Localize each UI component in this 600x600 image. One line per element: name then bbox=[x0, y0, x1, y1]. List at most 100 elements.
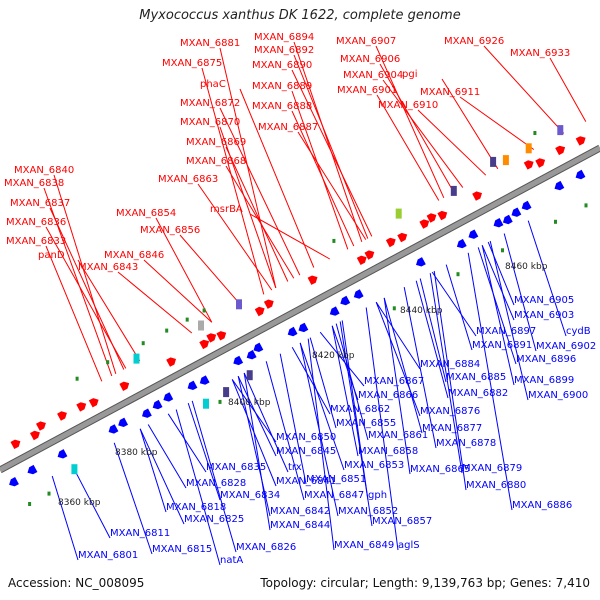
reverse-gene-label[interactable]: MXAN_6862 bbox=[330, 404, 390, 415]
reverse-gene-label[interactable]: MXAN_6826 bbox=[236, 542, 296, 553]
callout-line bbox=[429, 273, 463, 474]
reverse-gene-label[interactable]: MXAN_6841 bbox=[276, 476, 336, 487]
callout-line bbox=[225, 146, 289, 282]
reverse-gene-label[interactable]: MXAN_6861 bbox=[368, 430, 428, 441]
reverse-gene-label[interactable]: MXAN_6900 bbox=[528, 390, 588, 401]
reverse-gene-arrow bbox=[353, 289, 364, 299]
reverse-gene-label[interactable]: MXAN_6878 bbox=[436, 438, 496, 449]
reverse-gene-label[interactable]: gph bbox=[368, 490, 387, 501]
forward-gene-label[interactable]: MXAN_6838 bbox=[4, 178, 64, 189]
reverse-gene-label[interactable]: MXAN_6801 bbox=[78, 550, 138, 561]
reverse-gene-label[interactable]: MXAN_6851 bbox=[306, 474, 366, 485]
reverse-gene-label[interactable]: MXAN_6891 bbox=[472, 340, 532, 351]
reverse-gene-label[interactable]: MXAN_6880 bbox=[466, 480, 526, 491]
reverse-gene-label[interactable]: MXAN_6842 bbox=[270, 506, 330, 517]
forward-gene-label[interactable]: MXAN_6881 bbox=[180, 38, 240, 49]
reverse-gene-label[interactable]: MXAN_6815 bbox=[152, 544, 212, 555]
forward-gene-label[interactable]: panD bbox=[38, 250, 65, 261]
reverse-gene-label[interactable]: MXAN_6905 bbox=[514, 295, 574, 306]
reverse-gene-label[interactable]: MXAN_6828 bbox=[186, 478, 246, 489]
forward-gene-label[interactable]: MXAN_6843 bbox=[78, 262, 138, 273]
reverse-gene-label[interactable]: MXAN_6811 bbox=[110, 528, 170, 539]
reverse-gene-label[interactable]: aglS bbox=[398, 540, 420, 551]
reverse-gene-label[interactable]: natA bbox=[220, 555, 243, 566]
callout-line bbox=[201, 67, 265, 295]
reverse-gene-label[interactable]: trx bbox=[288, 462, 302, 473]
reverse-gene-label[interactable]: MXAN_6903 bbox=[514, 310, 574, 321]
rna-tick bbox=[554, 219, 557, 224]
forward-gene-label[interactable]: MXAN_6892 bbox=[254, 45, 314, 56]
reverse-gene-label[interactable]: MXAN_6825 bbox=[184, 514, 244, 525]
forward-gene-label[interactable]: MXAN_6854 bbox=[116, 208, 176, 219]
reverse-gene-label[interactable]: MXAN_6896 bbox=[516, 354, 576, 365]
forward-gene-label[interactable]: MXAN_6840 bbox=[14, 165, 74, 176]
reverse-gene-label[interactable]: MXAN_6902 bbox=[536, 341, 596, 352]
reverse-gene-label[interactable]: MXAN_6879 bbox=[462, 463, 522, 474]
reverse-gene-arrow bbox=[416, 257, 426, 267]
forward-gene-label[interactable]: MXAN_6933 bbox=[510, 48, 570, 59]
forward-gene-label[interactable]: msrBA bbox=[210, 204, 243, 215]
reverse-gene-label[interactable]: MXAN_6857 bbox=[372, 516, 432, 527]
forward-gene-arrow bbox=[119, 381, 130, 391]
forward-gene-label[interactable]: MXAN_6870 bbox=[180, 117, 240, 128]
reverse-gene-label[interactable]: MXAN_6865 bbox=[410, 464, 470, 475]
reverse-gene-label[interactable]: MXAN_6886 bbox=[512, 500, 572, 511]
forward-gene-label[interactable]: MXAN_6887 bbox=[258, 122, 318, 133]
forward-gene-label[interactable]: MXAN_6836 bbox=[6, 217, 66, 228]
forward-gene-label[interactable]: MXAN_6875 bbox=[162, 58, 222, 69]
forward-gene-label[interactable]: pgi bbox=[402, 69, 417, 80]
forward-gene-label[interactable]: MXAN_6901 bbox=[337, 85, 397, 96]
forward-gene-label[interactable]: MXAN_6907 bbox=[336, 36, 396, 47]
forward-gene-label[interactable]: MXAN_6911 bbox=[420, 87, 480, 98]
forward-gene-arrow bbox=[254, 306, 265, 317]
reverse-gene-label[interactable]: MXAN_6849 bbox=[334, 540, 394, 551]
forward-gene-label[interactable]: MXAN_6890 bbox=[252, 60, 312, 71]
reverse-gene-label[interactable]: MXAN_6877 bbox=[422, 423, 482, 434]
scale-label: 8420 kbp bbox=[312, 351, 355, 361]
reverse-gene-arrow bbox=[152, 399, 163, 410]
rna-tick bbox=[75, 376, 79, 381]
reverse-gene-label[interactable]: MXAN_6867 bbox=[364, 376, 424, 387]
reverse-gene-arrow bbox=[456, 238, 467, 249]
reverse-gene-label[interactable]: MXAN_6855 bbox=[336, 418, 396, 429]
reverse-gene-label[interactable]: MXAN_6858 bbox=[358, 446, 418, 457]
forward-gene-arrow bbox=[523, 160, 534, 170]
reverse-gene-label[interactable]: MXAN_6853 bbox=[344, 460, 404, 471]
reverse-gene-arrow bbox=[199, 375, 210, 385]
forward-gene-label[interactable]: MXAN_6910 bbox=[378, 100, 438, 111]
forward-gene-label[interactable]: MXAN_6889 bbox=[252, 81, 312, 92]
reverse-gene-label[interactable]: cydB bbox=[566, 326, 591, 337]
reverse-gene-label[interactable]: MXAN_6876 bbox=[420, 406, 480, 417]
forward-gene-label[interactable]: MXAN_6846 bbox=[104, 250, 164, 261]
reverse-gene-label[interactable]: MXAN_6834 bbox=[220, 490, 280, 501]
forward-gene-label[interactable]: MXAN_6872 bbox=[180, 98, 240, 109]
reverse-gene-label[interactable]: MXAN_6850 bbox=[276, 432, 336, 443]
forward-gene-label[interactable]: MXAN_6869 bbox=[186, 137, 246, 148]
forward-gene-label[interactable]: MXAN_6906 bbox=[340, 54, 400, 65]
callout-line bbox=[249, 213, 331, 260]
forward-gene-label[interactable]: MXAN_6926 bbox=[444, 36, 504, 47]
forward-gene-label[interactable]: MXAN_6894 bbox=[254, 32, 314, 43]
reverse-gene-arrow bbox=[9, 477, 19, 487]
forward-gene-label[interactable]: MXAN_6888 bbox=[252, 101, 312, 112]
forward-gene-label[interactable]: MXAN_6904 bbox=[343, 70, 403, 81]
reverse-gene-arrow bbox=[142, 408, 152, 418]
reverse-gene-label[interactable]: MXAN_6818 bbox=[166, 502, 226, 513]
reverse-gene-label[interactable]: MXAN_6845 bbox=[276, 446, 336, 457]
forward-gene-label[interactable]: MXAN_6833 bbox=[6, 236, 66, 247]
reverse-gene-label[interactable]: MXAN_6835 bbox=[206, 462, 266, 473]
reverse-gene-label[interactable]: MXAN_6852 bbox=[338, 506, 398, 517]
reverse-gene-label[interactable]: MXAN_6899 bbox=[514, 375, 574, 386]
forward-gene-label[interactable]: MXAN_6868 bbox=[186, 156, 246, 167]
forward-gene-label[interactable]: MXAN_6837 bbox=[10, 198, 70, 209]
reverse-gene-label[interactable]: MXAN_6866 bbox=[358, 390, 418, 401]
forward-gene-label[interactable]: phaC bbox=[200, 79, 226, 90]
reverse-gene-label[interactable]: MXAN_6897 bbox=[476, 326, 536, 337]
reverse-gene-label[interactable]: MXAN_6882 bbox=[448, 388, 508, 399]
reverse-gene-label[interactable]: MXAN_6847 bbox=[304, 490, 364, 501]
reverse-gene-label[interactable]: MXAN_6885 bbox=[446, 372, 506, 383]
reverse-gene-label[interactable]: MXAN_6844 bbox=[270, 520, 330, 531]
forward-gene-label[interactable]: MXAN_6863 bbox=[158, 174, 218, 185]
reverse-gene-label[interactable]: MXAN_6884 bbox=[420, 359, 480, 370]
forward-gene-label[interactable]: MXAN_6856 bbox=[140, 225, 200, 236]
